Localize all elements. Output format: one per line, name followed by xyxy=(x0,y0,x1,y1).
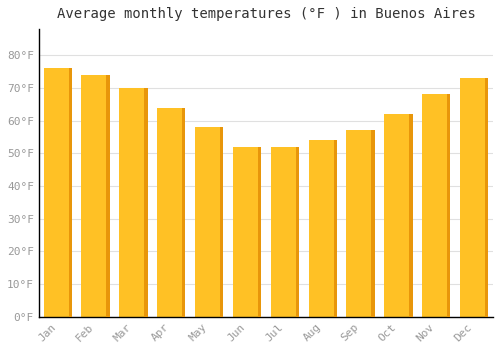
Bar xyxy=(447,94,450,317)
Bar xyxy=(119,88,148,317)
Bar xyxy=(233,147,261,317)
Bar xyxy=(157,107,186,317)
Bar xyxy=(144,88,148,317)
Bar xyxy=(409,114,412,317)
Bar xyxy=(82,75,110,317)
Bar xyxy=(44,68,72,317)
Bar xyxy=(68,68,72,317)
Bar xyxy=(258,147,261,317)
Bar xyxy=(195,127,224,317)
Bar xyxy=(334,140,337,317)
Bar xyxy=(422,94,450,317)
Bar xyxy=(346,131,375,317)
Bar xyxy=(296,147,299,317)
Bar xyxy=(308,140,337,317)
Bar xyxy=(460,78,488,317)
Bar xyxy=(106,75,110,317)
Bar xyxy=(372,131,375,317)
Bar xyxy=(182,107,186,317)
Bar xyxy=(384,114,412,317)
Title: Average monthly temperatures (°F ) in Buenos Aires: Average monthly temperatures (°F ) in Bu… xyxy=(56,7,476,21)
Bar xyxy=(270,147,299,317)
Bar xyxy=(485,78,488,317)
Bar xyxy=(220,127,224,317)
